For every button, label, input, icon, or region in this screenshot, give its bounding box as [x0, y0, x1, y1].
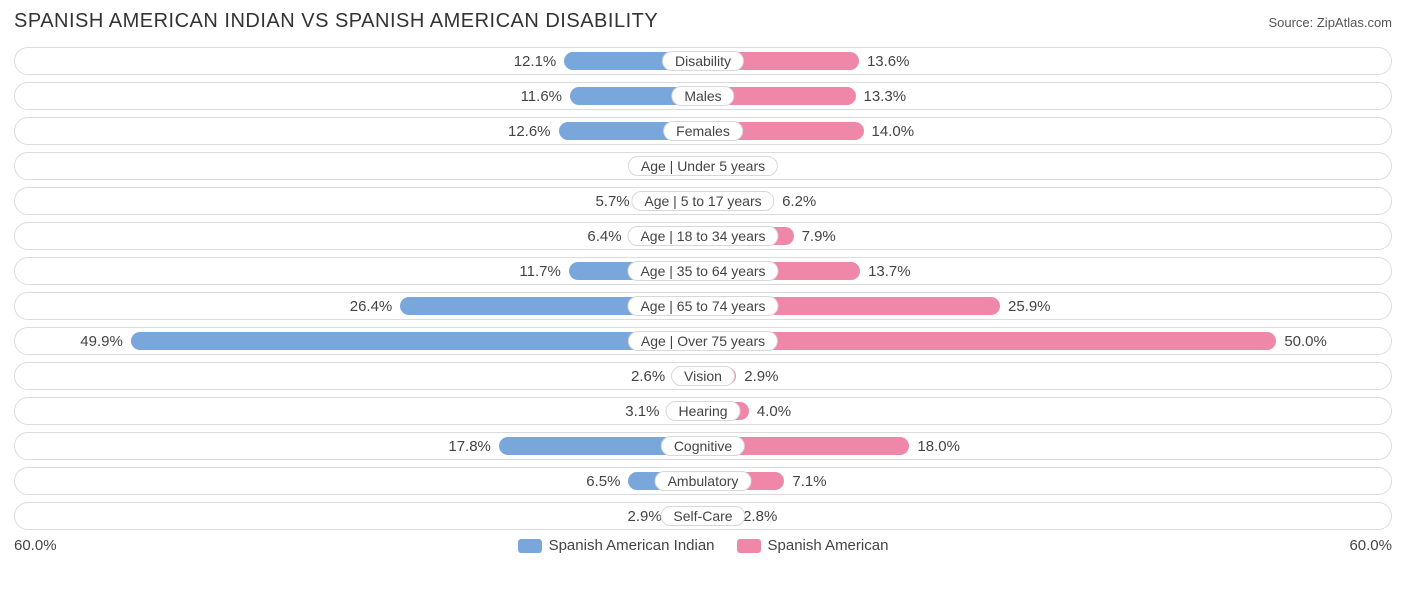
- row-right-half: 6.2%: [703, 188, 1391, 214]
- right-value: 13.6%: [859, 53, 918, 70]
- right-bar: [703, 332, 1276, 350]
- chart-row: 1.3%1.1%Age | Under 5 years: [14, 152, 1392, 180]
- row-left-half: 3.1%: [15, 398, 703, 424]
- left-bar: [131, 332, 703, 350]
- row-right-half: 13.6%: [703, 48, 1391, 74]
- category-label: Self-Care: [660, 506, 745, 526]
- row-left-half: 2.9%: [15, 503, 703, 529]
- right-value: 18.0%: [909, 438, 968, 455]
- row-right-half: 7.1%: [703, 468, 1391, 494]
- chart-row: 17.8% 18.0% Cognitive: [14, 432, 1392, 460]
- left-value: 12.6%: [500, 123, 559, 140]
- row-left-half: 26.4%: [15, 293, 703, 319]
- axis-max-left: 60.0%: [14, 537, 57, 554]
- category-label: Age | Over 75 years: [628, 331, 778, 351]
- category-label: Ambulatory: [655, 471, 752, 491]
- left-value: 5.7%: [587, 193, 637, 210]
- legend-swatch-right: [737, 539, 761, 553]
- chart-row: 26.4% 25.9% Age | 65 to 74 years: [14, 292, 1392, 320]
- left-value: 2.6%: [623, 368, 673, 385]
- row-right-half: 4.0%: [703, 398, 1391, 424]
- chart-row: 11.6% 13.3% Males: [14, 82, 1392, 110]
- row-left-half: 12.1%: [15, 48, 703, 74]
- row-left-half: 1.3%: [15, 153, 703, 179]
- row-left-half: 12.6%: [15, 118, 703, 144]
- category-label: Age | 65 to 74 years: [627, 296, 778, 316]
- chart-footer: 60.0% Spanish American Indian Spanish Am…: [14, 537, 1392, 554]
- row-right-half: 13.3%: [703, 83, 1391, 109]
- legend-label-left: Spanish American Indian: [549, 537, 715, 554]
- left-value: 26.4%: [342, 298, 401, 315]
- legend-item-left: Spanish American Indian: [518, 537, 715, 554]
- right-value: 25.9%: [1000, 298, 1059, 315]
- row-left-half: 11.7%: [15, 258, 703, 284]
- category-label: Age | 5 to 17 years: [631, 191, 774, 211]
- row-right-half: 7.9%: [703, 223, 1391, 249]
- row-right-half: 1.1%: [703, 153, 1391, 179]
- chart-row: 12.1% 13.6% Disability: [14, 47, 1392, 75]
- category-label: Age | Under 5 years: [628, 156, 778, 176]
- category-label: Vision: [671, 366, 735, 386]
- left-value: 3.1%: [617, 403, 667, 420]
- chart-row: 2.6% 2.9%Vision: [14, 362, 1392, 390]
- legend: Spanish American Indian Spanish American: [57, 537, 1350, 554]
- row-left-half: 6.4%: [15, 223, 703, 249]
- left-value: 11.6%: [513, 88, 570, 105]
- chart-title: SPANISH AMERICAN INDIAN VS SPANISH AMERI…: [14, 10, 658, 33]
- chart-row: 49.9% 50.0% Age | Over 75 years: [14, 327, 1392, 355]
- left-value: 6.5%: [578, 473, 628, 490]
- row-left-half: 49.9%: [15, 328, 703, 354]
- chart-header: SPANISH AMERICAN INDIAN VS SPANISH AMERI…: [14, 10, 1392, 33]
- left-value: 12.1%: [506, 53, 565, 70]
- category-label: Disability: [662, 51, 744, 71]
- right-value: 13.7%: [860, 263, 919, 280]
- chart-row: 12.6% 14.0% Females: [14, 117, 1392, 145]
- row-left-half: 2.6%: [15, 363, 703, 389]
- right-value: 14.0%: [864, 123, 923, 140]
- legend-label-right: Spanish American: [768, 537, 889, 554]
- row-right-half: 2.8%: [703, 503, 1391, 529]
- row-left-half: 17.8%: [15, 433, 703, 459]
- right-value: 50.0%: [1276, 333, 1335, 350]
- chart-source: Source: ZipAtlas.com: [1268, 15, 1392, 30]
- row-right-half: 50.0%: [703, 328, 1391, 354]
- row-right-half: 13.7%: [703, 258, 1391, 284]
- category-label: Age | 18 to 34 years: [627, 226, 778, 246]
- chart-row: 3.1% 4.0% Hearing: [14, 397, 1392, 425]
- category-label: Females: [663, 121, 743, 141]
- chart-row: 5.7% 6.2%Age | 5 to 17 years: [14, 187, 1392, 215]
- row-left-half: 11.6%: [15, 83, 703, 109]
- category-label: Hearing: [665, 401, 740, 421]
- chart-row: 2.9%2.8%Self-Care: [14, 502, 1392, 530]
- chart-row: 6.5% 7.1% Ambulatory: [14, 467, 1392, 495]
- right-value: 6.2%: [774, 193, 824, 210]
- row-left-half: 6.5%: [15, 468, 703, 494]
- left-value: 17.8%: [440, 438, 499, 455]
- row-right-half: 25.9%: [703, 293, 1391, 319]
- row-right-half: 18.0%: [703, 433, 1391, 459]
- right-value: 13.3%: [856, 88, 915, 105]
- axis-max-right: 60.0%: [1349, 537, 1392, 554]
- left-value: 11.7%: [511, 263, 568, 280]
- left-value: 49.9%: [72, 333, 131, 350]
- diverging-bar-chart: 12.1% 13.6% Disability 11.6% 13.3% Males 12.6%…: [14, 47, 1392, 530]
- row-right-half: 2.9%: [703, 363, 1391, 389]
- right-value: 7.1%: [784, 473, 834, 490]
- category-label: Age | 35 to 64 years: [627, 261, 778, 281]
- legend-swatch-left: [518, 539, 542, 553]
- category-label: Cognitive: [661, 436, 745, 456]
- right-value: 2.9%: [736, 368, 786, 385]
- chart-row: 6.4% 7.9% Age | 18 to 34 years: [14, 222, 1392, 250]
- chart-row: 11.7% 13.7% Age | 35 to 64 years: [14, 257, 1392, 285]
- right-value: 7.9%: [794, 228, 844, 245]
- right-value: 4.0%: [749, 403, 799, 420]
- legend-item-right: Spanish American: [737, 537, 889, 554]
- row-right-half: 14.0%: [703, 118, 1391, 144]
- row-left-half: 5.7%: [15, 188, 703, 214]
- category-label: Males: [671, 86, 734, 106]
- left-value: 6.4%: [579, 228, 629, 245]
